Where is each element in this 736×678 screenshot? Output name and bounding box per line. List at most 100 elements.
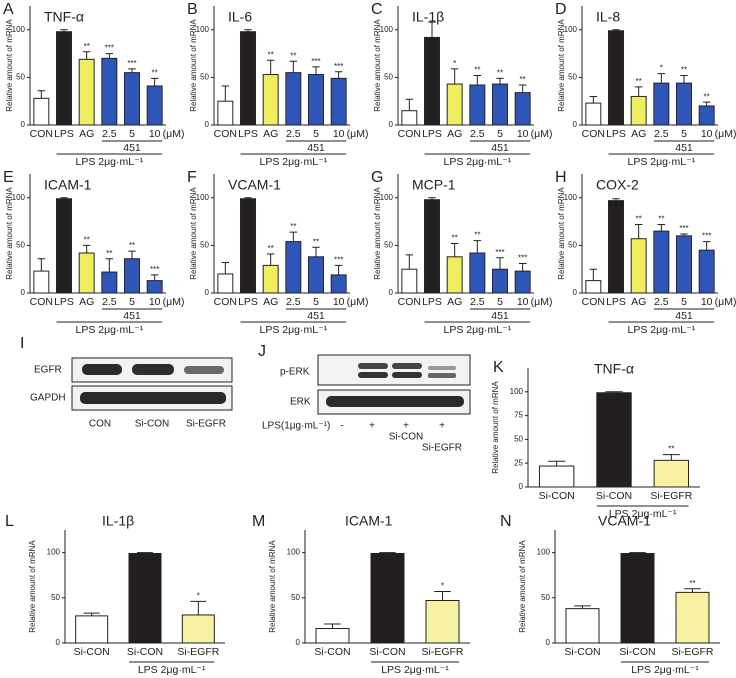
x-tick-label: CON xyxy=(214,128,237,140)
y-axis-label: Relative amount of mRNA xyxy=(491,381,500,474)
bar xyxy=(401,110,418,126)
y-tick-label: 100 xyxy=(564,193,578,202)
significance: ** xyxy=(129,241,135,250)
x-tick-label: 5 xyxy=(313,296,319,308)
unit: (μM) xyxy=(715,128,736,140)
error-bar xyxy=(450,242,459,257)
bar xyxy=(630,95,647,126)
error-bar xyxy=(680,233,688,236)
row-label: GAPDH xyxy=(30,393,66,404)
error-bar xyxy=(496,77,504,85)
x-tick-label: Si-CON xyxy=(74,646,110,658)
error-bar xyxy=(82,51,91,60)
band xyxy=(358,372,388,378)
unit: (μM) xyxy=(347,296,369,308)
y-axis-label: Relative amount of mRNA xyxy=(268,540,277,633)
y-axis-label: Relative amount of mRNA xyxy=(189,187,198,280)
bar xyxy=(675,591,710,644)
panel-letter: B xyxy=(187,1,198,18)
bar xyxy=(676,235,692,294)
y-axis-label: Relative amount of mRNA xyxy=(28,540,37,633)
error-bar xyxy=(289,231,298,242)
x-tick-label: CON xyxy=(398,296,421,308)
bar xyxy=(240,198,256,294)
band xyxy=(428,373,456,378)
bar xyxy=(217,100,234,126)
error-bar xyxy=(334,71,343,79)
bar xyxy=(446,256,463,294)
bar xyxy=(285,72,302,126)
significance: ** xyxy=(474,66,480,75)
significance: ** xyxy=(636,215,642,224)
x-tick-label: AG xyxy=(79,296,94,308)
bar xyxy=(653,459,690,488)
y-tick-label: 50 xyxy=(514,435,523,444)
error-bar xyxy=(334,264,343,275)
error-bar xyxy=(128,250,136,259)
x-tick-label: Si-CON xyxy=(539,490,575,502)
x-tick-label: Si-CON xyxy=(369,646,405,658)
significance: ** xyxy=(658,215,664,224)
error-bar xyxy=(190,600,207,615)
y-tick-label: 100 xyxy=(12,193,26,202)
x-tick-label: CON xyxy=(582,128,605,140)
significance: ** xyxy=(668,445,674,454)
x-tick-label: Si-CON xyxy=(564,646,600,658)
y-tick-label: 100 xyxy=(380,193,394,202)
band xyxy=(392,363,422,369)
group-label: 451 xyxy=(675,310,693,322)
panel-letter: C xyxy=(371,1,383,18)
bar xyxy=(698,249,715,294)
y-tick-label: 0 xyxy=(573,120,578,129)
error-bar xyxy=(518,262,527,272)
unit: (μM) xyxy=(531,128,553,140)
x-tick-label: LPS xyxy=(606,128,626,140)
error-bar xyxy=(428,197,436,200)
bar-chart: N VCAM-1 Relative amount of mRNA 0 50 100 Si-C… xyxy=(500,513,720,676)
significance: *** xyxy=(127,59,136,68)
bar xyxy=(56,198,72,294)
chart-title: ICAM-1 xyxy=(345,513,393,529)
bar xyxy=(514,92,531,126)
y-tick-label: 25 xyxy=(514,458,523,467)
significance: *** xyxy=(495,248,504,257)
error-bar xyxy=(605,391,623,393)
bar xyxy=(565,608,600,644)
significance: *** xyxy=(311,57,320,66)
significance: ** xyxy=(474,231,480,240)
bar xyxy=(124,72,140,126)
significance: *** xyxy=(334,256,343,265)
x-tick-label: CON xyxy=(582,296,605,308)
blot-i: I EGFR GAPDH CON Si-CON Si-EGFR xyxy=(20,335,233,430)
y-tick-label: 50 xyxy=(384,73,393,82)
y-tick-label: 100 xyxy=(380,25,394,34)
group-label: 451 xyxy=(491,142,509,154)
y-axis-label: Relative amount of mRNA xyxy=(373,19,382,112)
significance: ** xyxy=(290,222,296,231)
y-tick-label: 50 xyxy=(291,593,300,602)
error-bar xyxy=(324,623,341,629)
bar xyxy=(262,264,279,294)
bar xyxy=(33,97,50,126)
x-tick-label: 5 xyxy=(497,128,503,140)
y-tick-label: 75 xyxy=(514,411,523,420)
error-bar xyxy=(60,29,68,32)
bar xyxy=(585,280,602,294)
y-tick-label: 100 xyxy=(196,25,210,34)
x-tick-label: LPS xyxy=(422,296,442,308)
sign: + xyxy=(403,421,409,432)
bar xyxy=(514,270,531,294)
significance: ** xyxy=(497,68,503,77)
panel-letter: I xyxy=(20,335,24,352)
x-tick-label: AG xyxy=(263,128,278,140)
bar xyxy=(653,230,670,294)
lane-label: Si-EGFR xyxy=(186,419,226,430)
y-tick-label: 0 xyxy=(546,638,551,647)
bar xyxy=(308,74,324,126)
chart-title: COX-2 xyxy=(596,177,639,193)
bar xyxy=(424,36,440,126)
y-tick-label: 0 xyxy=(205,288,210,297)
chart-title: VCAM-1 xyxy=(598,513,651,529)
